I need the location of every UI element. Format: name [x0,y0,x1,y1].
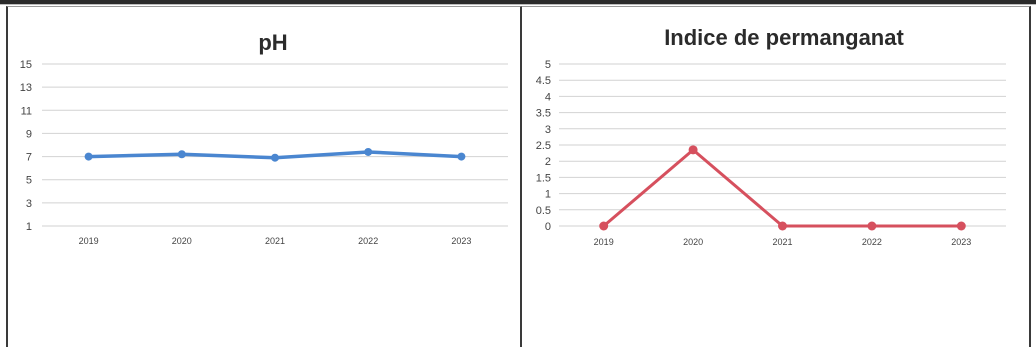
permanganat-x-tick-2019: 2019 [594,237,614,247]
permanganat-x-tick-2021: 2021 [772,237,792,247]
ph-series [84,147,466,162]
permanganat-y-tick: 0.5 [536,205,551,217]
permanganat-y-tick: 0 [545,221,551,233]
permanganat-x-tick-2023: 2023 [951,237,971,247]
permanganat-y-tick: 4 [545,91,551,103]
ph-x-tick-2021: 2021 [265,236,285,246]
permanganat-point-2019 [599,221,609,231]
permanganat-y-tick: 1.5 [536,172,551,184]
permanganat-chart-title: Indice de permanganat [664,25,904,50]
permanganat-point-2021 [778,221,787,231]
ph-x-tick-2020: 2020 [172,236,192,246]
permanganat-chart: Indice de permanganat 0 0.5 1 1.5 2 2.5 3 3.5 4 4… [536,25,1006,247]
ph-point-2021 [271,153,279,162]
ph-x-tick-2023: 2023 [451,236,471,246]
ph-x-axis: 2019 2020 2021 2022 2023 [79,236,472,246]
permanganat-y-tick: 3 [545,124,551,136]
ph-point-2022 [364,147,373,156]
permanganat-y-tick: 3.5 [536,108,551,120]
permanganat-x-axis: 2019 2020 2021 2022 2023 [594,237,972,247]
ph-y-tick: 15 [20,59,32,71]
top-border [0,0,1036,4]
ph-y-tick: 3 [26,198,32,210]
ph-point-2019 [84,152,93,161]
permanganat-y-tick: 1 [545,189,551,201]
ph-y-tick: 13 [20,82,32,94]
permanganat-chart-panel: Indice de permanganat 0 0.5 1 1.5 2 2.5 3 3.5 4 4… [521,6,1031,347]
ph-y-tick: 9 [26,128,32,140]
ph-x-tick-2022: 2022 [358,236,378,246]
permanganat-x-tick-2022: 2022 [862,237,882,247]
ph-chart-title: pH [258,30,287,55]
permanganat-point-2022 [867,221,877,231]
ph-gridlines [42,63,508,227]
permanganat-point-2020 [688,145,698,155]
ph-point-2023 [457,152,466,161]
permanganat-x-tick-2020: 2020 [683,237,703,247]
permanganat-gridlines [559,63,1006,227]
top-border-shadow [0,4,1036,5]
ph-y-tick: 7 [26,152,32,164]
permanganat-y-tick: 5 [545,59,551,71]
permanganat-y-tick: 4.5 [536,75,551,87]
ph-x-tick-2019: 2019 [79,236,99,246]
permanganat-series [599,145,966,231]
ph-chart-panel: pH 1 3 5 7 9 11 13 15 2019 2020 2021 2022 2023 [6,6,522,347]
ph-y-tick: 1 [26,221,32,233]
ph-y-tick: 11 [21,105,32,117]
ph-y-tick: 5 [26,175,32,187]
permanganat-point-2023 [956,221,966,231]
ph-point-2020 [177,150,186,159]
permanganat-y-axis: 0 0.5 1 1.5 2 2.5 3 3.5 4 4.5 5 [536,59,551,233]
permanganat-y-tick: 2 [545,156,551,168]
permanganat-y-tick: 2.5 [536,140,551,152]
